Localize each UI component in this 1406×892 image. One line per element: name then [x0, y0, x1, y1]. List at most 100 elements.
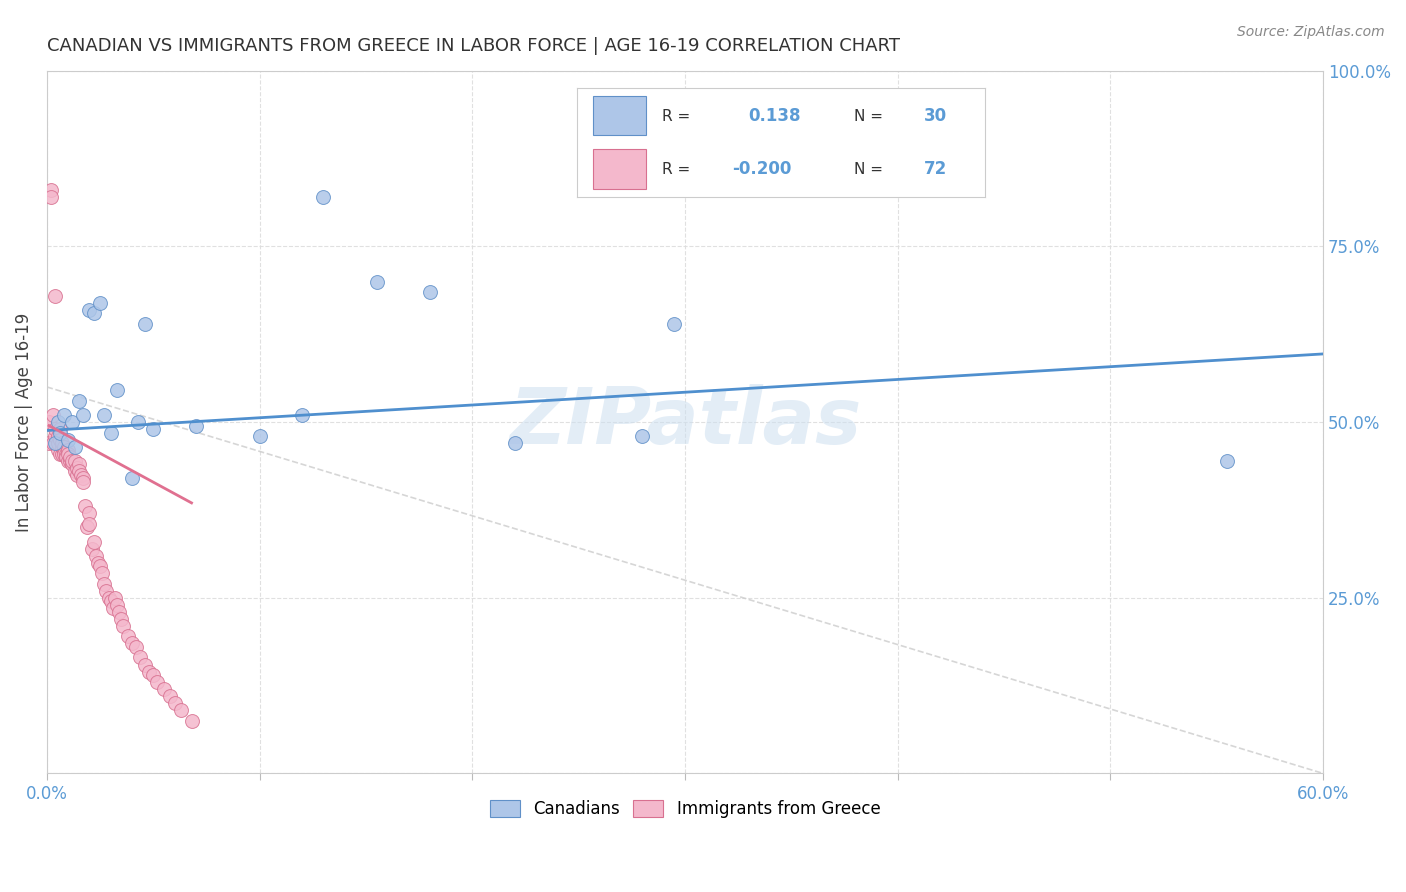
- Point: [39, 183, 62, 197]
- Point: [121, 471, 143, 485]
- Point: [76, 520, 98, 534]
- Point: [127, 415, 149, 429]
- Point: [180, 714, 202, 728]
- Point: [72, 471, 94, 485]
- Point: [87, 556, 110, 570]
- Legend: Canadians, Immigrants from Greece: Canadians, Immigrants from Greece: [484, 793, 887, 825]
- Point: [51, 447, 73, 461]
- Point: [84, 549, 107, 563]
- Point: [142, 668, 165, 682]
- Point: [184, 418, 207, 433]
- Point: [55, 447, 77, 461]
- Point: [855, 155, 877, 169]
- Point: [39, 190, 62, 204]
- Point: [112, 619, 135, 633]
- Point: [67, 464, 90, 478]
- Point: [56, 443, 79, 458]
- Point: [67, 394, 90, 409]
- Point: [66, 467, 89, 482]
- Point: [163, 696, 186, 710]
- Point: [67, 457, 90, 471]
- Point: [42, 436, 65, 450]
- Point: [38, 436, 60, 450]
- Point: [55, 450, 77, 465]
- Text: Source: ZipAtlas.com: Source: ZipAtlas.com: [1237, 25, 1385, 39]
- Point: [79, 302, 101, 317]
- Point: [142, 422, 165, 436]
- Point: [249, 429, 271, 443]
- Point: [291, 408, 314, 422]
- Point: [93, 576, 115, 591]
- Text: ZIPatlas: ZIPatlas: [509, 384, 860, 460]
- Point: [312, 190, 335, 204]
- Point: [51, 440, 73, 454]
- Point: [66, 460, 89, 475]
- Point: [91, 566, 114, 581]
- Point: [134, 657, 156, 672]
- Point: [48, 422, 70, 436]
- Point: [44, 422, 66, 436]
- Point: [52, 443, 75, 458]
- Point: [62, 454, 84, 468]
- Point: [80, 541, 103, 556]
- Point: [96, 583, 118, 598]
- Point: [97, 591, 120, 605]
- Point: [62, 457, 84, 471]
- Point: [70, 467, 93, 482]
- Point: [52, 440, 75, 454]
- Point: [159, 689, 181, 703]
- Point: [89, 559, 111, 574]
- Point: [419, 285, 441, 299]
- Point: [503, 436, 526, 450]
- Point: [83, 534, 105, 549]
- Point: [129, 650, 152, 665]
- Point: [75, 500, 97, 514]
- Point: [138, 665, 160, 679]
- Point: [89, 295, 111, 310]
- Point: [366, 275, 388, 289]
- Point: [83, 306, 105, 320]
- Point: [79, 507, 101, 521]
- Point: [42, 408, 65, 422]
- Point: [44, 288, 66, 302]
- Point: [59, 454, 82, 468]
- Point: [38, 415, 60, 429]
- Point: [79, 516, 101, 531]
- Point: [48, 447, 70, 461]
- Point: [105, 598, 128, 612]
- Point: [664, 317, 686, 331]
- Point: [104, 591, 127, 605]
- Point: [117, 629, 139, 643]
- Point: [56, 447, 79, 461]
- Y-axis label: In Labor Force | Age 16-19: In Labor Force | Age 16-19: [15, 312, 32, 532]
- Point: [48, 425, 70, 440]
- Point: [52, 447, 75, 461]
- Point: [59, 450, 82, 465]
- Point: [631, 429, 654, 443]
- Point: [63, 464, 86, 478]
- Point: [44, 436, 66, 450]
- Point: [146, 675, 169, 690]
- Point: [110, 612, 132, 626]
- Point: [125, 640, 148, 654]
- Point: [105, 384, 128, 398]
- Point: [72, 408, 94, 422]
- Point: [46, 415, 69, 429]
- Text: CANADIAN VS IMMIGRANTS FROM GREECE IN LABOR FORCE | AGE 16-19 CORRELATION CHART: CANADIAN VS IMMIGRANTS FROM GREECE IN LA…: [46, 37, 900, 55]
- Point: [121, 636, 143, 650]
- Point: [56, 454, 79, 468]
- Point: [62, 415, 84, 429]
- Point: [56, 433, 79, 447]
- Point: [46, 429, 69, 443]
- Point: [170, 703, 193, 717]
- Point: [108, 605, 131, 619]
- Point: [63, 454, 86, 468]
- Point: [100, 594, 122, 608]
- Point: [93, 408, 115, 422]
- Point: [134, 317, 156, 331]
- Point: [46, 443, 69, 458]
- Point: [100, 425, 122, 440]
- Point: [1216, 454, 1239, 468]
- Point: [44, 429, 66, 443]
- Point: [72, 475, 94, 489]
